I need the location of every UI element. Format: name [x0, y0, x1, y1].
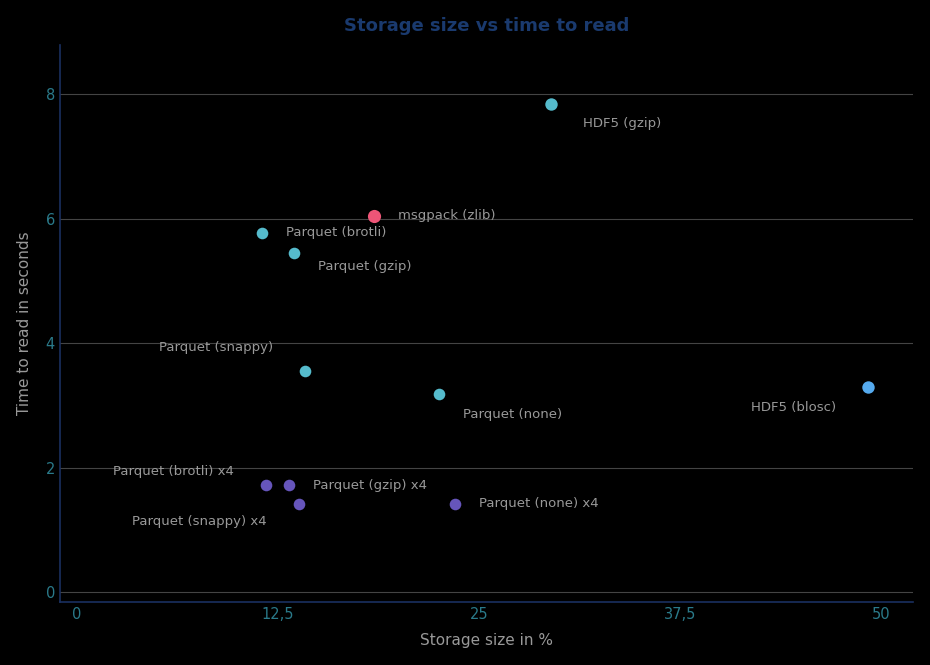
- Text: Parquet (snappy): Parquet (snappy): [159, 341, 272, 354]
- Point: [861, 382, 876, 392]
- Point: [291, 499, 306, 509]
- X-axis label: Storage size in %: Storage size in %: [420, 633, 553, 648]
- Point: [544, 98, 559, 109]
- Text: Parquet (brotli) x4: Parquet (brotli) x4: [113, 465, 234, 478]
- Text: Parquet (gzip) x4: Parquet (gzip) x4: [313, 479, 427, 491]
- Text: Parquet (brotli): Parquet (brotli): [286, 226, 386, 239]
- Point: [298, 366, 312, 376]
- Title: Storage size vs time to read: Storage size vs time to read: [344, 17, 630, 35]
- Text: Parquet (snappy) x4: Parquet (snappy) x4: [132, 515, 267, 528]
- Text: HDF5 (gzip): HDF5 (gzip): [583, 117, 662, 130]
- Point: [254, 227, 269, 238]
- Text: msgpack (zlib): msgpack (zlib): [398, 209, 496, 222]
- Text: Parquet (none): Parquet (none): [463, 408, 562, 422]
- Text: Parquet (none) x4: Parquet (none) x4: [479, 497, 599, 511]
- Point: [259, 480, 274, 491]
- Point: [286, 248, 301, 259]
- Text: Parquet (gzip): Parquet (gzip): [318, 260, 411, 273]
- Point: [447, 499, 462, 509]
- Point: [282, 480, 297, 491]
- Point: [432, 389, 446, 400]
- Point: [366, 210, 381, 221]
- Y-axis label: Time to read in seconds: Time to read in seconds: [17, 231, 32, 415]
- Text: HDF5 (blosc): HDF5 (blosc): [751, 401, 836, 414]
